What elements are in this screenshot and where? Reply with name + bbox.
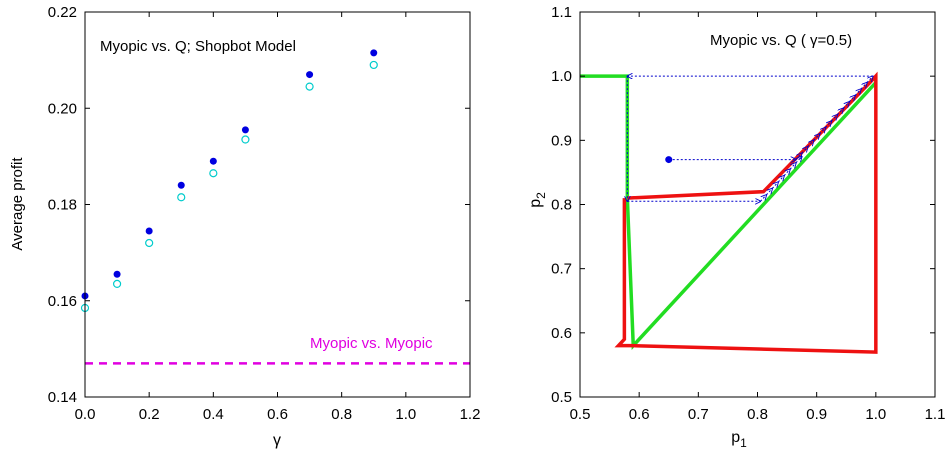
trajectory-arrow (777, 176, 784, 183)
right-x-axis-label-main: p (731, 429, 740, 446)
left-x-tick-label: 0.0 (75, 406, 96, 423)
left-x-tick-label: 1.0 (395, 406, 416, 423)
reference-line-label: Myopic vs. Myopic (310, 335, 433, 352)
left-axis-ticks: 0.0 0.2 0.4 0.6 0.8 1.0 1.2 0.14 0.16 0.18 0.20 0.2… (48, 4, 481, 423)
left-plot-data (80, 49, 470, 365)
trajectory-arrow (766, 188, 772, 196)
data-point-open (241, 135, 250, 144)
right-axis-ticks: 0.5 0.6 0.7 0.8 0.9 1.0 1.1 0.5 0.6 0.7 0.8 0.9 1.0 1… (551, 4, 945, 423)
right-x-axis-label-sub: 1 (740, 436, 747, 450)
data-point-open (209, 169, 218, 178)
red-series-line (614, 71, 878, 354)
trajectory-arrow (842, 102, 849, 109)
data-point-filled (306, 71, 314, 79)
trajectory-arrow (760, 195, 766, 202)
right-y-tick-label: 1.1 (551, 4, 572, 21)
right-y-tick-label: 0.7 (551, 261, 572, 278)
right-annotation-suffix: =0.5) (818, 32, 853, 49)
trajectory-arrow (807, 140, 814, 148)
right-x-tick-label: 0.7 (688, 406, 709, 423)
trajectory-arrow (866, 76, 873, 83)
left-x-axis-label: γ (273, 432, 281, 449)
right-y-axis-label: p2 (527, 192, 548, 208)
data-point-open (305, 82, 314, 91)
data-point-filled (209, 157, 217, 165)
right-y-axis-label-sub: 2 (534, 192, 548, 199)
right-x-tick-label: 0.6 (629, 406, 650, 423)
right-y-tick-label: 0.6 (551, 325, 572, 342)
right-chart: 0.5 0.6 0.7 0.8 0.9 1.0 1.1 0.5 0.6 0.7 0.8 0.9 1.0 1… (527, 4, 945, 450)
right-x-tick-label: 0.8 (747, 406, 768, 423)
trajectory-arrow (795, 156, 802, 164)
left-chart: 0.0 0.2 0.4 0.6 0.8 1.0 1.2 0.14 0.16 0.18 0.20 0.2… (9, 4, 480, 449)
right-x-axis-label: p1 (731, 429, 747, 450)
right-plot-data (580, 71, 878, 354)
trajectory-arrow (854, 89, 861, 96)
trajectory-arrow (831, 115, 837, 122)
data-point-open (177, 193, 186, 202)
right-annotation-prefix: Myopic vs. Q ( (710, 32, 810, 49)
trajectory-arrow (860, 83, 867, 90)
right-y-tick-label: 0.9 (551, 132, 572, 149)
left-y-tick-label: 0.20 (48, 100, 77, 117)
trajectory-arrow (848, 95, 855, 103)
data-point-filled (145, 227, 153, 235)
right-annotation: Myopic vs. Q ( γ=0.5) (710, 32, 852, 49)
left-x-tick-label: 0.8 (331, 406, 352, 423)
trajectory-arrow (825, 121, 832, 128)
right-x-tick-label: 0.5 (570, 406, 591, 423)
right-x-tick-label: 0.9 (806, 406, 827, 423)
left-y-tick-label: 0.16 (48, 293, 77, 310)
right-annotation-gamma: γ (810, 32, 818, 49)
trajectory-arrow (837, 108, 843, 116)
trajectory-arrow (783, 169, 790, 176)
trajectory-arrow (819, 128, 826, 135)
data-point-open (112, 279, 122, 289)
left-annotation: Myopic vs. Q; Shopbot Model (100, 38, 296, 55)
data-point-filled (241, 126, 249, 134)
data-point-filled (177, 181, 185, 189)
data-point-filled (370, 49, 378, 57)
trajectory-arrow (813, 134, 820, 141)
left-x-tick-label: 0.2 (139, 406, 160, 423)
left-x-tick-label: 0.6 (267, 406, 288, 423)
left-y-tick-label: 0.22 (48, 4, 77, 21)
left-x-tick-label: 1.2 (460, 406, 481, 423)
right-y-tick-label: 0.8 (551, 197, 572, 214)
trajectory-arrow (789, 163, 796, 170)
left-x-tick-label: 0.4 (203, 406, 224, 423)
trajectory-arrow (801, 147, 808, 154)
trajectory-arrow (771, 182, 778, 189)
data-point-open (145, 238, 154, 248)
right-y-axis-label-main: p (527, 199, 544, 208)
left-y-axis-label: Average profit (9, 157, 26, 251)
right-x-tick-label: 1.0 (865, 406, 886, 423)
left-y-tick-label: 0.14 (48, 389, 77, 406)
data-point-filled (113, 270, 121, 278)
left-y-tick-label: 0.18 (48, 197, 77, 214)
data-point-open (369, 60, 378, 70)
right-y-tick-label: 1.0 (551, 68, 572, 85)
right-x-tick-label: 1.1 (925, 406, 946, 423)
right-y-tick-label: 0.5 (551, 389, 572, 406)
trajectory-start-point (665, 156, 673, 164)
